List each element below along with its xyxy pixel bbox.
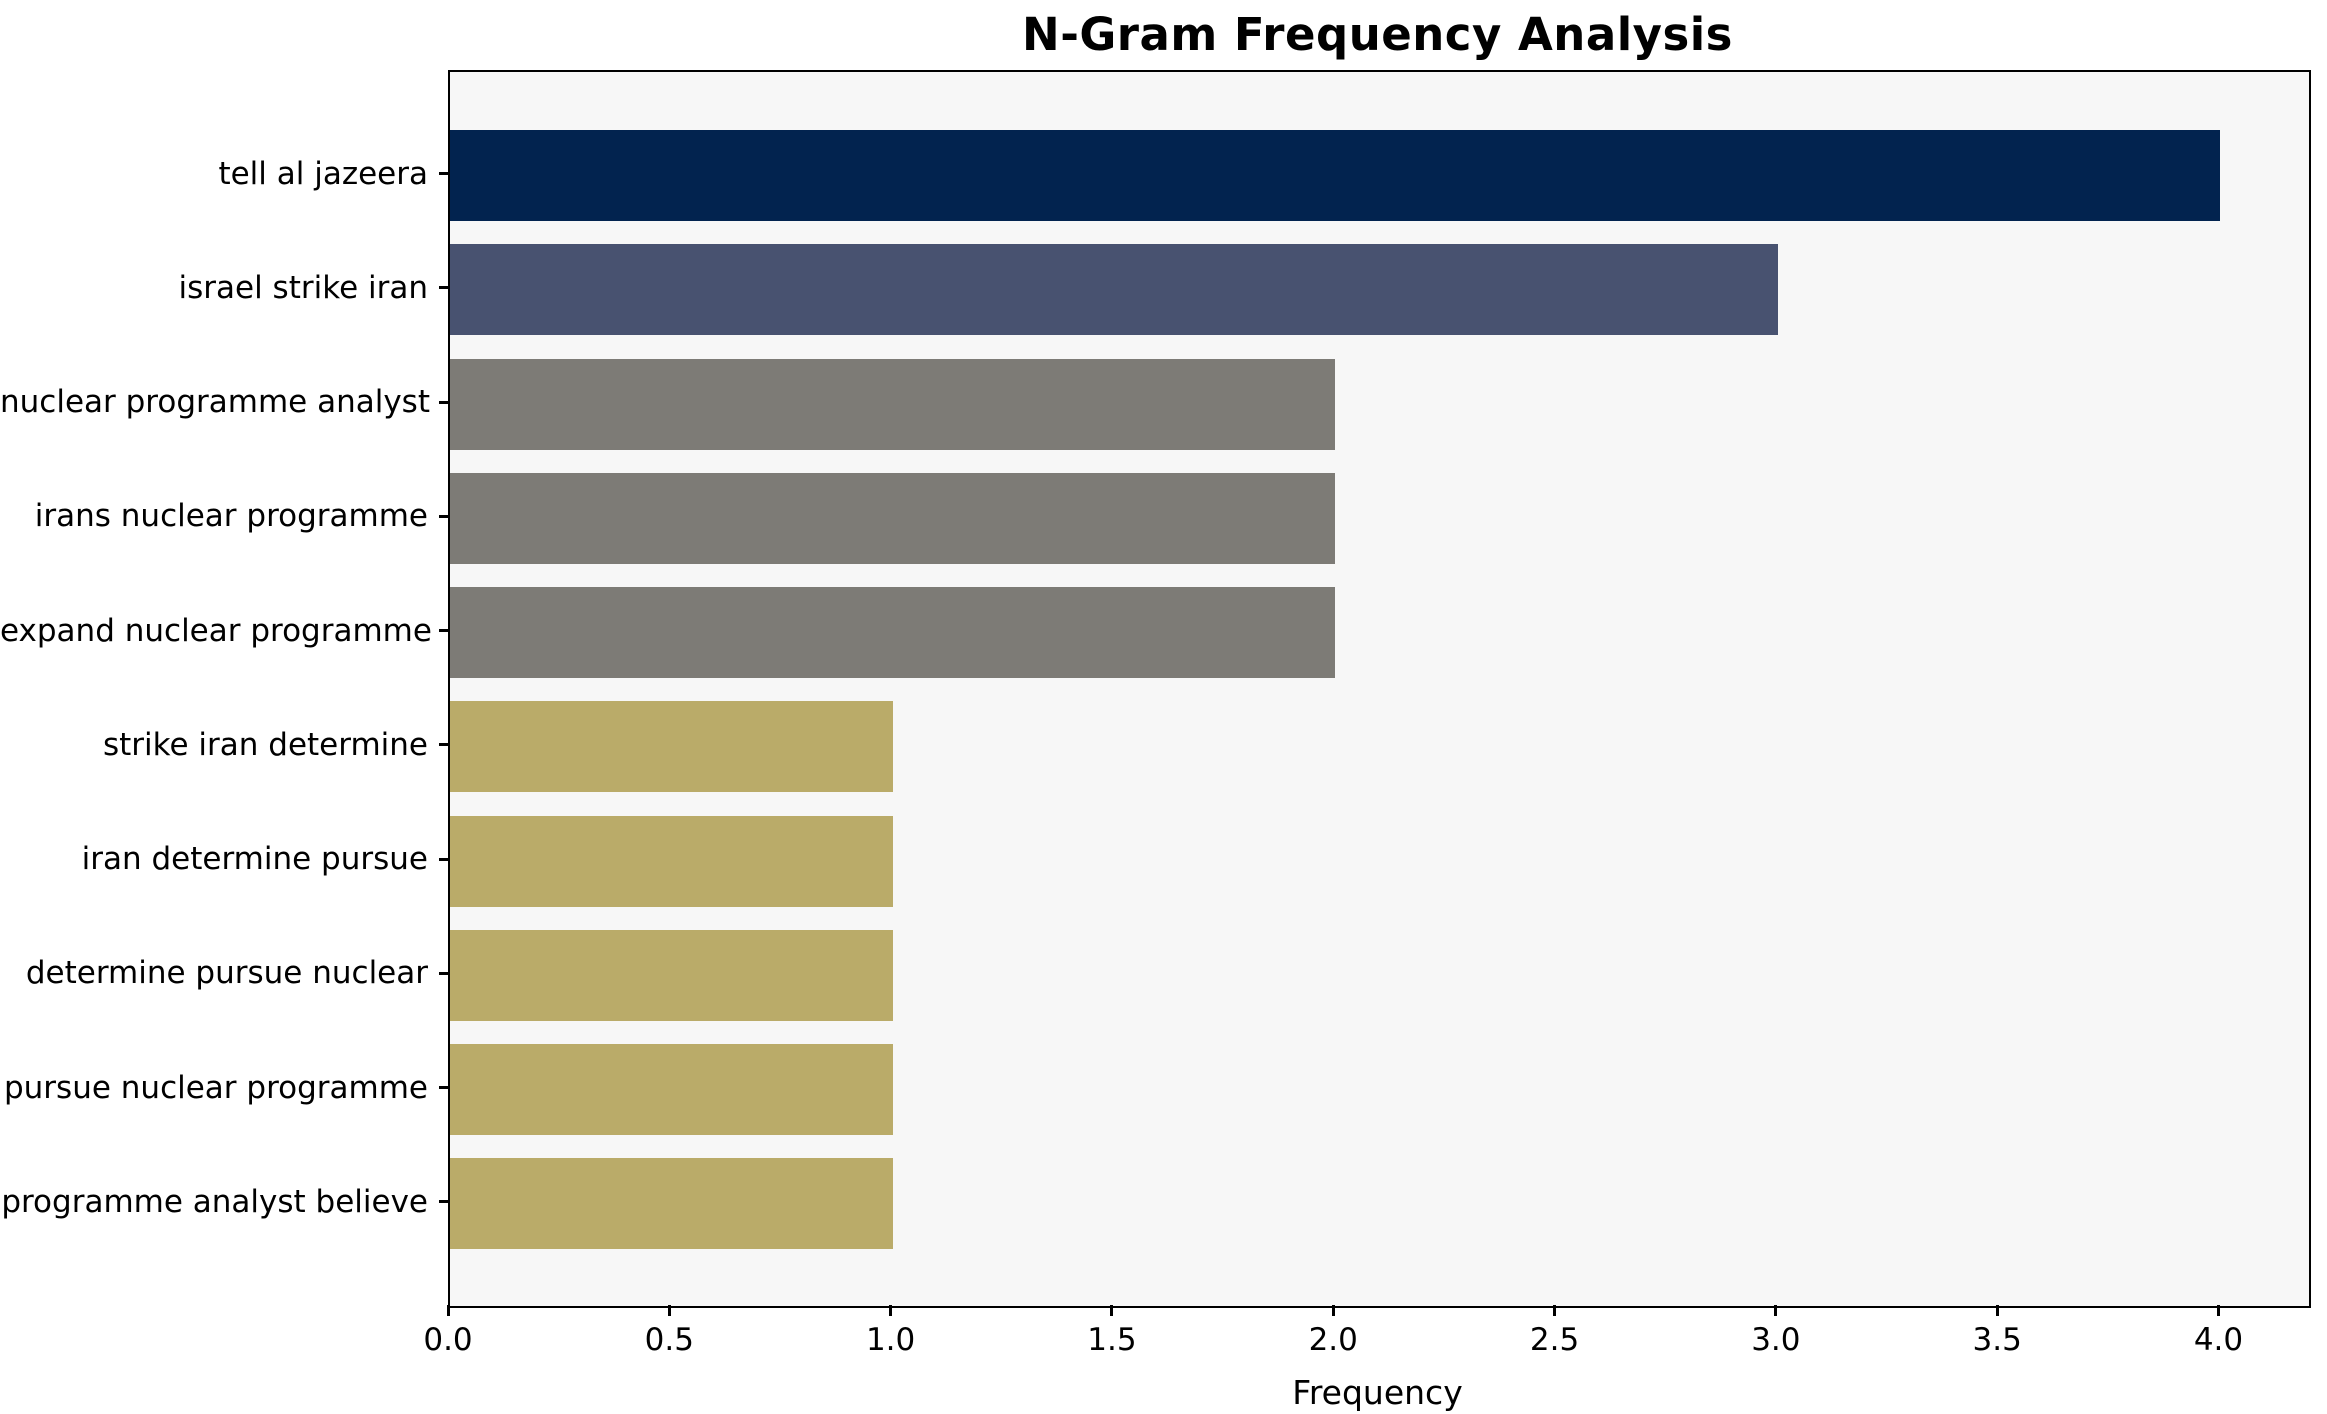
x-tick-label-3: 1.5 xyxy=(1087,1322,1137,1358)
x-tick-label-4: 2.0 xyxy=(1308,1322,1358,1358)
x-tick-mark-2 xyxy=(889,1305,893,1316)
x-tick-mark-7 xyxy=(1995,1305,1999,1316)
x-tick-mark-1 xyxy=(667,1305,671,1316)
x-axis-label: Frequency xyxy=(1292,1373,1463,1412)
bar-6 xyxy=(450,815,893,907)
x-tick-label-5: 2.5 xyxy=(1529,1322,1580,1358)
y-tick-label-6: iran determine pursue xyxy=(81,841,428,877)
bar-3 xyxy=(450,472,1336,564)
y-tick-label-8: pursue nuclear programme xyxy=(3,1069,428,1106)
y-tick-label-7: determine pursue nuclear xyxy=(25,955,428,992)
plot-area xyxy=(448,70,2311,1308)
bar-5 xyxy=(450,701,893,793)
bar-7 xyxy=(450,929,893,1021)
x-tick-label-7: 3.5 xyxy=(1972,1322,2022,1358)
y-tick-mark-2 xyxy=(439,400,448,404)
y-tick-mark-7 xyxy=(439,971,448,975)
bar-1 xyxy=(450,244,1778,336)
x-tick-mark-6 xyxy=(1774,1305,1778,1316)
bar-9 xyxy=(450,1158,893,1250)
y-tick-label-1: israel strike iran xyxy=(178,269,428,306)
y-tick-mark-1 xyxy=(439,286,448,290)
bar-0 xyxy=(450,130,2221,221)
x-tick-label-8: 4.0 xyxy=(2193,1322,2244,1358)
bar-2 xyxy=(450,358,1336,450)
x-tick-mark-5 xyxy=(1553,1305,1557,1316)
y-tick-mark-4 xyxy=(439,629,448,632)
y-tick-label-3: irans nuclear programme xyxy=(34,498,428,535)
y-tick-mark-3 xyxy=(439,514,448,518)
x-tick-mark-8 xyxy=(2216,1305,2220,1316)
y-tick-label-4: expand nuclear programme xyxy=(0,612,432,649)
x-tick-label-2: 1.0 xyxy=(865,1322,916,1358)
y-tick-label-2: nuclear programme analyst xyxy=(0,384,430,420)
x-tick-mark-4 xyxy=(1331,1305,1335,1316)
y-tick-mark-6 xyxy=(439,857,448,861)
chart-title: N-Gram Frequency Analysis xyxy=(1022,8,1733,61)
y-tick-label-0: tell al jazeera xyxy=(218,155,428,192)
x-tick-label-1: 0.5 xyxy=(644,1322,694,1358)
y-tick-mark-5 xyxy=(439,743,448,747)
y-tick-mark-0 xyxy=(439,172,448,175)
y-tick-mark-9 xyxy=(439,1200,448,1204)
x-tick-label-6: 3.0 xyxy=(1751,1322,1801,1358)
y-tick-label-5: strike iran determine xyxy=(102,726,428,763)
x-tick-mark-0 xyxy=(446,1305,450,1316)
x-tick-mark-3 xyxy=(1110,1305,1114,1316)
y-tick-label-9: programme analyst believe xyxy=(1,1183,428,1220)
bar-8 xyxy=(450,1044,893,1135)
bar-4 xyxy=(450,587,1336,678)
y-tick-mark-8 xyxy=(439,1086,448,1089)
x-tick-label-0: 0.0 xyxy=(423,1322,473,1358)
